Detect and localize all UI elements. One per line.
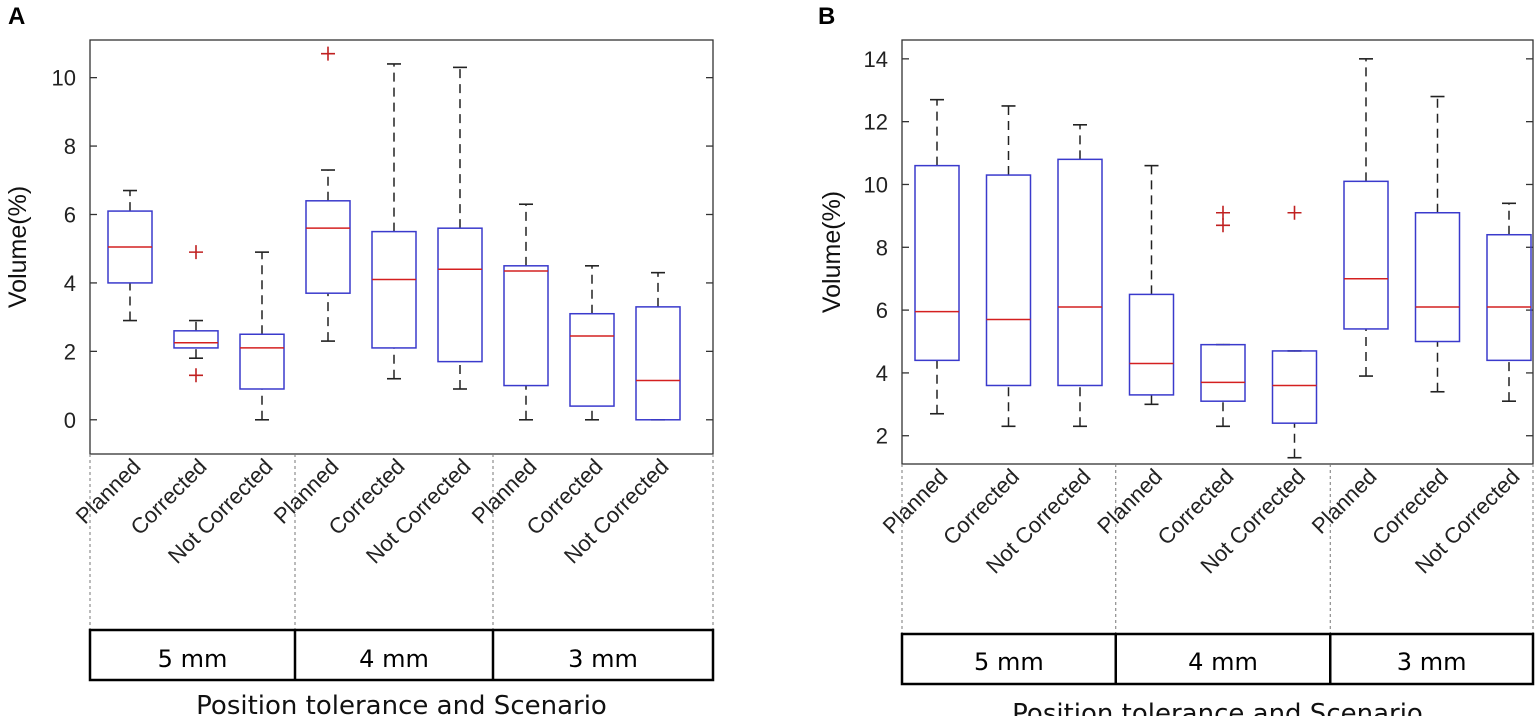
iqr-box <box>1057 158 1103 387</box>
box-corrected-2 <box>985 105 1032 428</box>
box-corrected-2 <box>173 245 219 383</box>
y-axis-label: Volume(%) <box>818 191 846 313</box>
y-tick-label: 2 <box>876 424 888 449</box>
box-not-corrected-6 <box>1271 205 1318 459</box>
box-corrected-8 <box>569 265 615 421</box>
y-tick-label: 10 <box>864 172 888 197</box>
y-tick-label: 6 <box>876 298 888 323</box>
iqr-box <box>569 312 615 407</box>
iqr-box <box>239 333 285 390</box>
x-axis-label: Position tolerance and Scenario <box>1012 699 1423 716</box>
y-tick-label: 6 <box>64 202 76 227</box>
iqr-box <box>985 174 1032 387</box>
category-label: Planned <box>1307 464 1382 539</box>
iqr-box <box>1200 343 1246 402</box>
group-label: 4 mm <box>1188 648 1258 676</box>
iqr-box <box>1343 180 1389 330</box>
group-label: 3 mm <box>1397 648 1467 676</box>
box-planned-1 <box>914 98 960 415</box>
iqr-box <box>1486 233 1532 362</box>
box-planned-7 <box>1343 58 1389 377</box>
y-tick-label: 2 <box>64 339 76 364</box>
outlier-marker <box>189 245 203 260</box>
group-table <box>900 632 1535 686</box>
category-label: Planned <box>878 464 953 539</box>
y-tick-label: 4 <box>876 361 888 386</box>
iqr-box <box>437 227 483 363</box>
iqr-box <box>1128 293 1175 396</box>
outlier-marker <box>1216 218 1230 233</box>
box-not-corrected-3 <box>1057 124 1103 428</box>
box-planned-7 <box>503 203 549 421</box>
y-tick-label: 12 <box>864 110 888 135</box>
panel-letter: A <box>8 3 25 30</box>
iqr-box <box>305 200 351 294</box>
box-not-corrected-9 <box>1486 202 1532 402</box>
box-corrected-5 <box>1200 205 1246 428</box>
y-tick-label: 8 <box>64 134 76 159</box>
x-axis-label: Position tolerance and Scenario <box>196 691 607 716</box>
y-axis-label: Volume(%) <box>4 186 32 308</box>
y-tick-label: 14 <box>864 47 888 72</box>
outlier-marker <box>189 368 203 383</box>
panel-b: B2468101214Volume(%)PlannedCorrectedNot … <box>818 3 1535 716</box>
box-planned-4 <box>305 46 351 342</box>
box-corrected-5 <box>371 63 417 380</box>
group-label: 5 mm <box>974 648 1044 676</box>
plot-frame <box>901 39 1534 465</box>
box-planned-4 <box>1128 164 1175 406</box>
outlier-marker <box>321 46 335 61</box>
box-not-corrected-6 <box>437 66 483 390</box>
plot-frame <box>89 39 714 455</box>
y-tick-label: 0 <box>64 408 76 433</box>
y-tick-label: 10 <box>52 66 76 91</box>
iqr-box <box>371 230 417 349</box>
iqr-box <box>1414 211 1461 343</box>
y-tick-label: 8 <box>876 235 888 260</box>
iqr-box <box>914 164 960 362</box>
group-label: 4 mm <box>359 645 429 673</box>
iqr-box <box>503 265 549 387</box>
iqr-box <box>635 306 681 421</box>
outlier-marker <box>1216 205 1230 220</box>
panel-letter: B <box>818 3 835 30</box>
group-label: 5 mm <box>158 645 228 673</box>
y-tick-label: 4 <box>64 271 76 296</box>
iqr-box <box>173 330 219 349</box>
box-not-corrected-9 <box>635 271 681 421</box>
category-label: Planned <box>1092 464 1167 539</box>
box-not-corrected-3 <box>239 251 285 421</box>
box-corrected-8 <box>1414 95 1461 393</box>
outlier-marker <box>1287 205 1302 220</box>
group-label: 3 mm <box>568 645 638 673</box>
box-planned-1 <box>107 189 153 322</box>
iqr-box <box>1271 350 1318 424</box>
group-table <box>88 628 715 682</box>
